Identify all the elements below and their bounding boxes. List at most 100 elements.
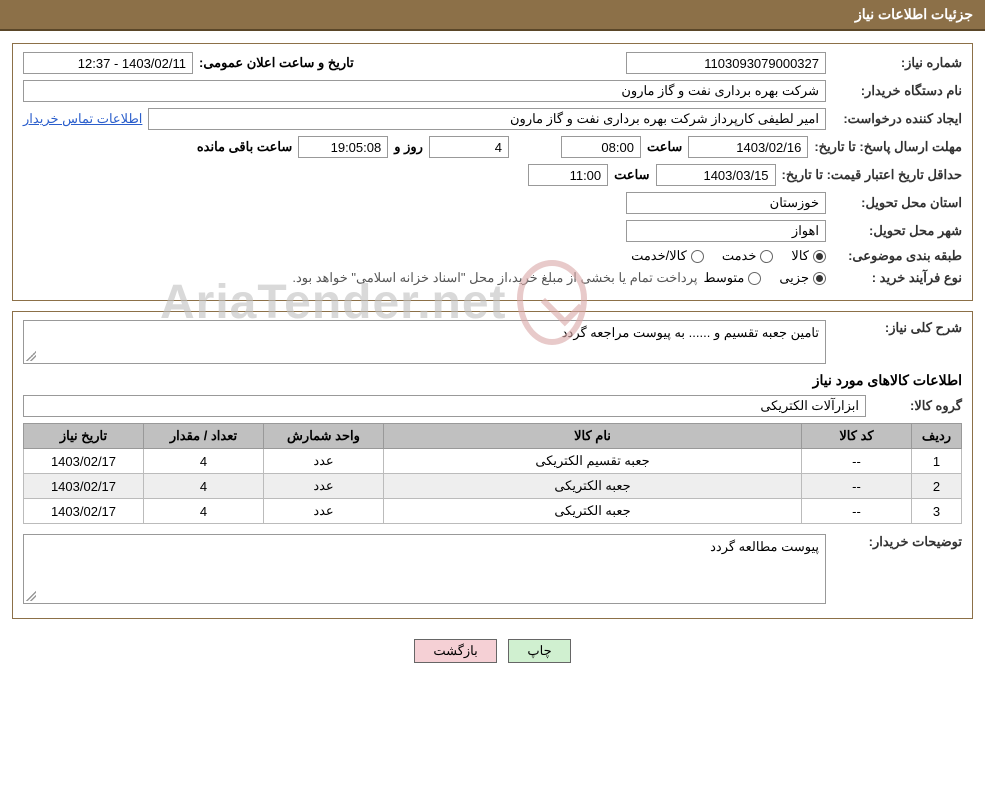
radio-goods-service-label: کالا/خدمت [631,248,687,264]
contact-link[interactable]: اطلاعات تماس خریدار [23,111,142,127]
page-title: جزئیات اطلاعات نیاز [855,6,973,22]
validity-label-2: تا تاریخ: [782,167,823,182]
deadline-label-1: مهلت ارسال پاسخ: [859,139,962,154]
province-value: خوزستان [626,192,826,214]
table-header: تعداد / مقدار [144,424,264,449]
group-label: گروه کالا: [872,398,962,414]
table-header: نام کالا [384,424,802,449]
print-button[interactable]: چاپ [508,639,570,663]
table-row: 3--جعبه الکتریکیعدد41403/02/17 [24,499,962,524]
table-cell: 1403/02/17 [24,499,144,524]
need-no-value: 1103093079000327 [626,52,826,74]
table-cell: 1403/02/17 [24,449,144,474]
table-cell: جعبه تقسیم الکتریکی [384,449,802,474]
details-panel: شماره نیاز: 1103093079000327 تاریخ و ساع… [12,43,973,301]
row-deadline: مهلت ارسال پاسخ: تا تاریخ: 1403/02/16 سا… [23,136,962,158]
buyer-org-label: نام دستگاه خریدار: [832,83,962,99]
radio-partial-label: جزیی [779,270,809,286]
days-value: 4 [429,136,509,158]
table-row: 2--جعبه الکتریکیعدد41403/02/17 [24,474,962,499]
deadline-hour: 08:00 [561,136,641,158]
requester-label: ایجاد کننده درخواست: [832,111,962,127]
category-label: طبقه بندی موضوعی: [832,248,962,264]
row-need-no: شماره نیاز: 1103093079000327 تاریخ و ساع… [23,52,962,74]
row-category: طبقه بندی موضوعی: کالا خدمت کالا/خدمت [23,248,962,264]
hour-label-1: ساعت [647,139,682,155]
validity-label: حداقل تاریخ اعتبار قیمت: تا تاریخ: [782,167,962,183]
description-panel: شرح کلی نیاز: تامین جعبه تقسیم و ...... … [12,311,973,619]
validity-date: 1403/03/15 [656,164,776,186]
table-row: 1--جعبه تقسیم الکتریکیعدد41403/02/17 [24,449,962,474]
row-need-desc: شرح کلی نیاز: تامین جعبه تقسیم و ...... … [23,320,962,364]
row-city: شهر محل تحویل: اهواز [23,220,962,242]
table-header: کد کالا [802,424,912,449]
radio-medium[interactable]: متوسط [703,270,761,286]
purchase-type-label: نوع فرآیند خرید : [832,270,962,286]
radio-service[interactable]: خدمت [722,248,774,264]
requester-value: امیر لطیفی کارپرداز شرکت بهره برداری نفت… [148,108,826,130]
table-cell: 4 [144,499,264,524]
announce-value: 1403/02/11 - 12:37 [23,52,193,74]
goods-table: ردیفکد کالانام کالاواحد شمارشتعداد / مقد… [23,423,962,524]
radio-goods-label: کالا [791,248,809,264]
table-cell: -- [802,449,912,474]
goods-section-title: اطلاعات کالاهای مورد نیاز [23,372,962,389]
province-label: استان محل تحویل: [832,195,962,211]
table-cell: -- [802,499,912,524]
radio-medium-label: متوسط [703,270,744,286]
radio-dot-icon [760,250,773,263]
days-label: روز و [394,139,423,155]
validity-label-1: حداقل تاریخ اعتبار قیمت: [827,167,962,182]
radio-dot-icon [813,250,826,263]
deadline-date: 1403/02/16 [688,136,808,158]
radio-goods[interactable]: کالا [791,248,826,264]
group-value: ابزارآلات الکتریکی [23,395,866,417]
table-cell: جعبه الکتریکی [384,474,802,499]
row-province: استان محل تحویل: خوزستان [23,192,962,214]
row-purchase-type: نوع فرآیند خرید : جزیی متوسط پرداخت تمام… [23,270,962,286]
buyer-org-value: شرکت بهره برداری نفت و گاز مارون [23,80,826,102]
radio-service-label: خدمت [722,248,757,264]
row-group: گروه کالا: ابزارآلات الکتریکی [23,395,962,417]
radio-partial[interactable]: جزیی [779,270,826,286]
city-value: اهواز [626,220,826,242]
row-buyer-org: نام دستگاه خریدار: شرکت بهره برداری نفت … [23,80,962,102]
table-cell: عدد [264,449,384,474]
table-cell: عدد [264,474,384,499]
back-button[interactable]: بازگشت [414,639,496,663]
need-desc-label: شرح کلی نیاز: [832,320,962,336]
page-header: جزئیات اطلاعات نیاز [0,0,985,31]
table-cell: 4 [144,449,264,474]
table-cell: 4 [144,474,264,499]
need-desc-text[interactable]: تامین جعبه تقسیم و ...... به پیوست مراجع… [23,320,826,364]
table-body: 1--جعبه تقسیم الکتریکیعدد41403/02/172--ج… [24,449,962,524]
validity-hour: 11:00 [528,164,608,186]
purchase-type-radios: جزیی متوسط [703,270,826,286]
radio-goods-service[interactable]: کالا/خدمت [631,248,704,264]
radio-dot-icon [691,250,704,263]
buyer-note-text[interactable]: پیوست مطالعه گردد [23,534,826,604]
button-row: چاپ بازگشت [12,629,973,673]
announce-label: تاریخ و ساعت اعلان عمومی: [199,55,354,71]
table-cell: 1403/02/17 [24,474,144,499]
need-no-label: شماره نیاز: [832,55,962,71]
table-header: واحد شمارش [264,424,384,449]
radio-dot-icon [748,272,761,285]
hour-label-2: ساعت [614,167,649,183]
table-header: تاریخ نیاز [24,424,144,449]
table-cell: عدد [264,499,384,524]
table-cell: -- [802,474,912,499]
row-requester: ایجاد کننده درخواست: امیر لطیفی کارپرداز… [23,108,962,130]
row-validity: حداقل تاریخ اعتبار قیمت: تا تاریخ: 1403/… [23,164,962,186]
category-radios: کالا خدمت کالا/خدمت [631,248,826,264]
row-buyer-note: توضیحات خریدار: پیوست مطالعه گردد [23,534,962,604]
payment-note: پرداخت تمام یا بخشی از مبلغ خرید،از محل … [292,270,697,286]
remain-label: ساعت باقی مانده [197,139,292,155]
radio-dot-icon [813,272,826,285]
content: شماره نیاز: 1103093079000327 تاریخ و ساع… [0,31,985,685]
deadline-label-2: تا تاریخ: [814,139,855,154]
buyer-note-label: توضیحات خریدار: [832,534,962,550]
city-label: شهر محل تحویل: [832,223,962,239]
table-head: ردیفکد کالانام کالاواحد شمارشتعداد / مقد… [24,424,962,449]
table-header: ردیف [912,424,962,449]
